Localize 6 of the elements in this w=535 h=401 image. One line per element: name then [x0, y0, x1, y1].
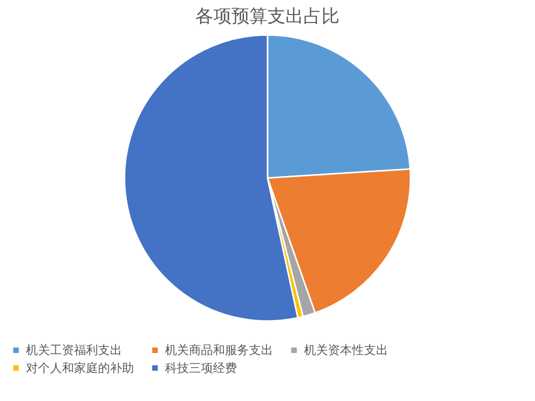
- legend-label: 机关工资福利支出: [26, 343, 122, 358]
- legend-label: 机关商品和服务支出: [165, 343, 273, 358]
- chart-title: 各项预算支出占比: [196, 6, 340, 27]
- legend-label: 对个人和家庭的补助: [26, 361, 134, 375]
- legend-label: 科技三项经费: [165, 361, 237, 375]
- legend-label: 机关资本性支出: [304, 343, 388, 358]
